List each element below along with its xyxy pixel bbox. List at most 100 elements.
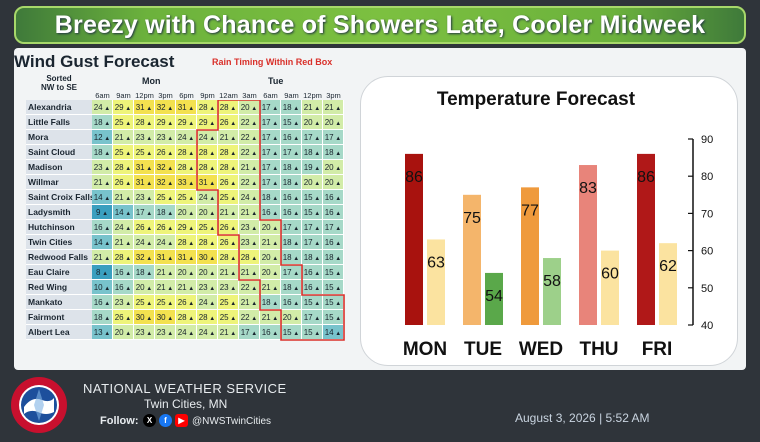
gust-cell: 21 ▲ <box>239 205 260 220</box>
wind-direction-icon: ▲ <box>249 271 258 277</box>
gust-value: 23 <box>240 238 250 247</box>
gust-value: 20 <box>324 118 334 127</box>
low-temp-bar <box>543 258 561 325</box>
gust-value: 17 <box>303 133 313 142</box>
gust-value: 18 <box>156 208 166 217</box>
gust-value: 22 <box>240 118 250 127</box>
time-header-9: 9am <box>284 91 299 100</box>
gust-value: 17 <box>282 268 292 277</box>
gust-value: 18 <box>93 148 103 157</box>
gust-cell: 29 ▲ <box>155 115 176 130</box>
high-temp-label: 86 <box>637 169 655 186</box>
gust-value: 25 <box>156 298 166 307</box>
gust-cell: 18 ▲ <box>281 175 302 190</box>
wind-direction-icon: ▲ <box>270 121 279 127</box>
gust-value: 17 <box>282 223 292 232</box>
wind-direction-icon: ▲ <box>291 241 300 247</box>
wind-direction-icon: ▲ <box>312 256 321 262</box>
gust-cell: 17 ▲ <box>302 235 323 250</box>
gust-value: 28 <box>177 238 187 247</box>
gust-cell: 28 ▲ <box>218 145 239 160</box>
wind-direction-icon: ▲ <box>249 331 258 337</box>
gust-value: 17 <box>303 313 313 322</box>
gust-value: 31 <box>135 103 145 112</box>
wind-direction-icon: ▲ <box>123 316 132 322</box>
wind-direction-icon: ▲ <box>249 286 258 292</box>
wind-direction-icon: ▲ <box>312 301 321 307</box>
gust-value: 21 <box>324 103 334 112</box>
social-handle[interactable]: @NWSTwinCities <box>192 416 272 427</box>
wind-direction-icon: ▲ <box>291 121 300 127</box>
wind-direction-icon: ▲ <box>165 211 174 217</box>
wind-direction-icon: ▲ <box>333 256 342 262</box>
gust-cell: 16 ▲ <box>113 280 134 295</box>
x-social-icon[interactable]: X <box>143 414 156 427</box>
gust-cell: 23 ▲ <box>92 160 113 175</box>
facebook-icon[interactable]: f <box>159 414 172 427</box>
gust-cell: 15 ▲ <box>302 190 323 205</box>
gust-value: 22 <box>240 148 250 157</box>
gust-value: 14 <box>114 208 124 217</box>
gust-value: 18 <box>324 148 334 157</box>
gust-cell: 16 ▲ <box>302 280 323 295</box>
gust-value: 20 <box>303 118 313 127</box>
gust-value: 26 <box>135 223 145 232</box>
gust-row: Willmar 21 ▲ 26 ▲ 31 ▲ 32 ▲ 33 ▲ 31 ▲ 26 ▲ 22 ▲ 1… <box>26 175 348 190</box>
wind-direction-icon: ▲ <box>165 106 174 112</box>
gust-cell: 25 ▲ <box>197 220 218 235</box>
wind-direction-icon: ▲ <box>228 286 237 292</box>
wind-direction-icon: ▲ <box>270 181 279 187</box>
gust-cell: 23 ▲ <box>155 130 176 145</box>
wind-direction-icon: ▲ <box>312 181 321 187</box>
gust-value: 24 <box>198 298 208 307</box>
wind-direction-icon: ▲ <box>186 196 195 202</box>
wind-direction-icon: ▲ <box>207 286 216 292</box>
gust-value: 23 <box>114 298 124 307</box>
gust-value: 20 <box>177 208 187 217</box>
y-tick-label: 50 <box>701 283 713 295</box>
time-header-7: 3am <box>242 91 257 100</box>
wind-direction-icon: ▲ <box>249 166 258 172</box>
gust-value: 15 <box>324 268 334 277</box>
agency-name: NATIONAL WEATHER SERVICE <box>83 381 287 396</box>
gust-cell: 15 ▲ <box>302 205 323 220</box>
wind-direction-icon: ▲ <box>186 241 195 247</box>
gust-value: 20 <box>198 208 208 217</box>
gust-value: 17 <box>282 148 292 157</box>
gust-value: 18 <box>135 268 145 277</box>
sort-label-line1: Sorted <box>46 74 72 83</box>
gust-value: 21 <box>240 208 250 217</box>
wind-direction-icon: ▲ <box>144 256 153 262</box>
gust-cell: 15 ▲ <box>281 325 302 340</box>
gust-value: 16 <box>114 283 124 292</box>
chart-title: Temperature Forecast <box>436 89 636 110</box>
gust-cell: 21 ▲ <box>113 130 134 145</box>
gust-cell: 23 ▲ <box>113 295 134 310</box>
gust-cell: 15 ▲ <box>302 295 323 310</box>
high-temp-bar <box>521 187 539 325</box>
gust-value: 21 <box>114 133 124 142</box>
category-label: THU <box>579 339 618 360</box>
gust-value: 20 <box>303 178 313 187</box>
wind-direction-icon: ▲ <box>291 151 300 157</box>
wind-direction-icon: ▲ <box>207 241 216 247</box>
youtube-icon[interactable]: ▶ <box>175 414 188 427</box>
wind-direction-icon: ▲ <box>249 226 258 232</box>
gust-cell: 18 ▲ <box>281 235 302 250</box>
office-name: Twin Cities, MN <box>144 397 228 411</box>
gust-cell: 31 ▲ <box>176 100 197 115</box>
high-temp-bar <box>579 165 597 325</box>
wind-direction-icon: ▲ <box>270 271 279 277</box>
city-label: Redwood Falls <box>26 250 92 265</box>
wind-direction-icon: ▲ <box>165 196 174 202</box>
gust-cell: 22 ▲ <box>239 310 260 325</box>
gust-value: 17 <box>240 328 250 337</box>
wind-direction-icon: ▲ <box>102 136 111 142</box>
footer-bar <box>0 374 760 442</box>
wind-direction-icon: ▲ <box>207 166 216 172</box>
wind-direction-icon: ▲ <box>249 136 258 142</box>
wind-direction-icon: ▲ <box>270 301 279 307</box>
gust-cell: 24 ▲ <box>176 325 197 340</box>
city-label: Eau Claire <box>26 265 92 280</box>
gust-value: 15 <box>282 118 292 127</box>
